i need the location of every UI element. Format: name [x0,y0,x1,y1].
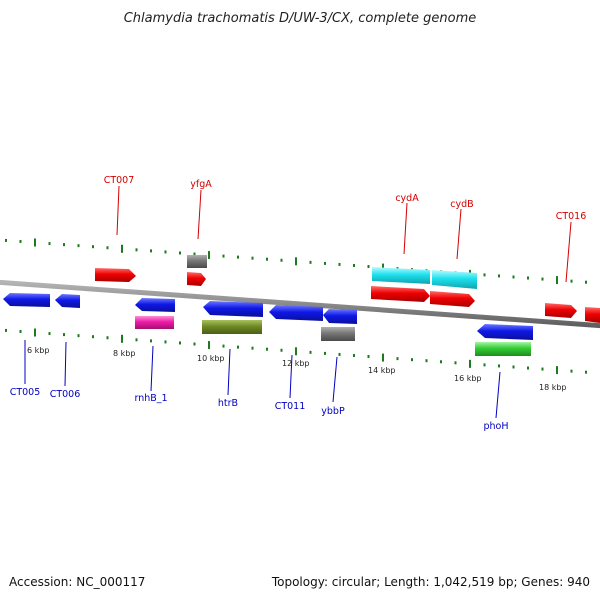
gene-label-CT005[interactable]: CT005 [10,387,41,398]
tick-row-upper [5,238,587,285]
feature-CT007[interactable] [95,268,136,282]
feature-phoH[interactable] [477,324,533,340]
label-htrB[interactable]: htrB [218,348,238,409]
label-CT011[interactable]: CT011 [275,354,306,412]
feature-ybbP-gray[interactable] [321,327,355,341]
tick-row-lower [5,328,587,375]
feature-htrB-olive[interactable] [202,320,262,334]
feature-CT005[interactable] [3,293,50,307]
scale-label: 14 kbp [368,366,396,375]
feature-cydA-cyan[interactable] [372,267,430,284]
feature-CT011[interactable] [269,305,323,321]
scale-label: 18 kbp [539,383,567,392]
feature-yfgA[interactable] [187,272,206,286]
feature-cydA[interactable] [371,286,430,302]
feature-htrB[interactable] [203,301,263,317]
gene-label-CT007[interactable]: CT007 [104,175,135,186]
label-yfgA[interactable]: yfgA [190,179,212,240]
scale-label: 10 kbp [197,354,225,363]
feature-ybbP[interactable] [323,309,357,324]
label-CT005[interactable]: CT005 [10,340,41,398]
label-CT006[interactable]: CT006 [50,341,81,400]
gene-label-cydB[interactable]: cydB [450,199,473,210]
feature-phoH-green[interactable] [475,342,531,356]
gene-label-yfgA[interactable]: yfgA [190,179,212,190]
gene-label-phoH[interactable]: phoH [483,421,508,432]
scale-label: 6 kbp [27,346,49,355]
gene-label-CT011[interactable]: CT011 [275,401,306,412]
feature-CT016[interactable] [545,303,577,318]
label-CT007[interactable]: CT007 [104,175,135,236]
feature-yfgA-gray[interactable] [187,255,207,268]
gene-label-rnhB_1[interactable]: rnhB_1 [134,393,167,404]
accession-text: Accession: NC_000117 [9,575,145,589]
label-phoH[interactable]: phoH [483,371,509,432]
map-title: Chlamydia trachomatis D/UW-3/CX, complet… [124,11,477,26]
gene-label-CT016[interactable]: CT016 [556,211,587,222]
scale-label: 8 kbp [113,349,135,358]
gene-label-htrB[interactable]: htrB [218,398,238,409]
label-ybbP[interactable]: ybbP [321,356,345,417]
label-rnhB_1[interactable]: rnhB_1 [134,345,168,404]
feature-rnhB_1[interactable] [135,298,175,312]
label-cydB[interactable]: cydB [450,199,474,260]
feature-cydB-cyan[interactable] [432,270,477,289]
feature-cydB[interactable] [430,291,475,307]
feature-rnhB_1-magenta[interactable] [135,316,174,329]
gene-label-CT006[interactable]: CT006 [50,389,81,400]
scale-label: 16 kbp [454,374,482,383]
gene-label-cydA[interactable]: cydA [395,193,419,204]
genome-summary-text: Topology: circular; Length: 1,042,519 bp… [271,575,590,589]
feature-partial-red[interactable] [585,307,600,323]
label-cydA[interactable]: cydA [395,193,419,255]
feature-CT006[interactable] [55,294,80,308]
label-CT016[interactable]: CT016 [556,211,587,283]
genome-backbone [0,279,600,329]
gene-label-ybbP[interactable]: ybbP [321,406,345,417]
scale-label: 12 kbp [282,359,310,368]
